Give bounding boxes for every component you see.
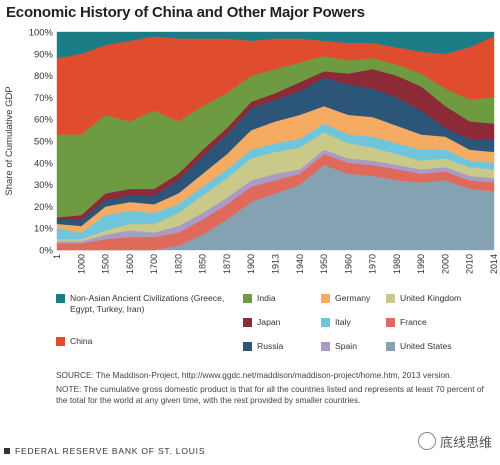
- legend-label-uk: United Kingdom: [400, 293, 462, 303]
- x-tick-label: 1980: [392, 254, 402, 274]
- watermark-text: 底线思维: [439, 436, 492, 451]
- notes: SOURCE: The Maddison-Project, http://www…: [56, 370, 492, 409]
- y-tick-label: 10%: [34, 224, 54, 235]
- legend-swatch-ancient: [56, 294, 65, 303]
- x-tick-label: 1820: [173, 254, 183, 274]
- x-tick-label: 2010: [465, 254, 475, 274]
- chart-title: Economic History of China and Other Majo…: [6, 4, 365, 21]
- y-tick-label: 90%: [34, 49, 54, 60]
- y-tick-label: 20%: [34, 202, 54, 213]
- legend-swatch-italy: [321, 318, 330, 327]
- legend-item-us: United States: [386, 341, 452, 352]
- watermark: 底线思维: [417, 432, 492, 451]
- y-tick-label: 70%: [34, 93, 54, 104]
- x-tick-label: 1700: [149, 254, 159, 274]
- x-tick-label: 1850: [198, 254, 208, 274]
- legend-label-france: France: [400, 317, 427, 327]
- legend-item-china: China: [56, 336, 92, 347]
- legend-item-japan: Japan: [243, 317, 280, 328]
- legend-swatch-france: [386, 318, 395, 327]
- legend-label-spain: Spain: [335, 341, 357, 351]
- x-tick-label: 1000: [76, 254, 86, 274]
- x-tick-label: 1870: [222, 254, 232, 274]
- legend-swatch-uk: [386, 294, 395, 303]
- legend-label-italy: Italy: [335, 317, 351, 327]
- x-tick-label: 1600: [125, 254, 135, 274]
- legend-swatch-japan: [243, 318, 252, 327]
- x-tick-label: 1913: [271, 254, 281, 274]
- legend-item-italy: Italy: [321, 317, 351, 328]
- legend-swatch-spain: [321, 342, 330, 351]
- legend-item-germany: Germany: [321, 293, 370, 304]
- legend-swatch-germany: [321, 294, 330, 303]
- legend-label-germany: Germany: [335, 293, 371, 303]
- area-non-asian-ancient-civilizations: [56, 31, 495, 59]
- x-tick-label: 1: [52, 254, 62, 259]
- x-tick-label: 1500: [101, 254, 111, 274]
- footer: FEDERAL RESERVE BANK OF ST. LOUIS: [4, 446, 205, 456]
- legend-label-japan: Japan: [257, 317, 281, 327]
- x-tick-label: 1900: [246, 254, 256, 274]
- x-tick-label: 1990: [416, 254, 426, 274]
- y-tick-label: 50%: [34, 137, 54, 148]
- x-tick-label: 1960: [343, 254, 353, 274]
- legend-item-ancient: Non-Asian Ancient Civilizations (Greece,…: [56, 293, 226, 315]
- x-tick-label: 2000: [440, 254, 450, 274]
- y-tick-label: 100%: [29, 28, 54, 39]
- legend-item-uk: United Kingdom: [386, 293, 461, 304]
- legend-label-ancient: Non-Asian Ancient Civilizations (Greece,…: [70, 293, 225, 314]
- gdp-note: NOTE: The cumulative gross domestic prod…: [56, 384, 484, 405]
- source-note: SOURCE: The Maddison-Project, http://www…: [56, 370, 452, 380]
- legend-label-china: China: [70, 336, 93, 346]
- y-tick-label: 60%: [34, 115, 54, 126]
- legend-swatch-us: [386, 342, 395, 351]
- stacked-area-chart: 0% 10% 20% 30% 40% 50% 60% 70% 80% 90% 100% 1 1000 15…: [4, 28, 499, 275]
- wechat-logo-icon: [417, 432, 436, 450]
- legend-label-india: India: [257, 293, 276, 303]
- legend-swatch-india: [243, 294, 252, 303]
- x-tick-label: 2014: [489, 254, 499, 274]
- legend: Non-Asian Ancient Civilizations (Greece,…: [56, 293, 496, 363]
- legend-item-spain: Spain: [321, 341, 357, 352]
- y-axis-label: Share of Cumulative GDP: [4, 86, 15, 195]
- x-tick-label: 1950: [319, 254, 329, 274]
- legend-label-us: United States: [400, 341, 452, 351]
- legend-item-france: France: [386, 317, 427, 328]
- y-tick-label: 30%: [34, 180, 54, 191]
- x-tick-label: 1970: [368, 254, 378, 274]
- legend-item-india: India: [243, 293, 276, 304]
- legend-item-russia: Russia: [243, 341, 283, 352]
- y-tick-label: 80%: [34, 71, 54, 82]
- y-tick-label: 0%: [39, 246, 53, 257]
- y-tick-label: 40%: [34, 158, 54, 169]
- legend-swatch-china: [56, 337, 65, 346]
- x-tick-label: 1940: [295, 254, 305, 274]
- legend-label-russia: Russia: [257, 341, 284, 351]
- footer-text: FEDERAL RESERVE BANK OF ST. LOUIS: [15, 446, 206, 456]
- legend-swatch-russia: [243, 342, 252, 351]
- footer-square-icon: [4, 448, 10, 454]
